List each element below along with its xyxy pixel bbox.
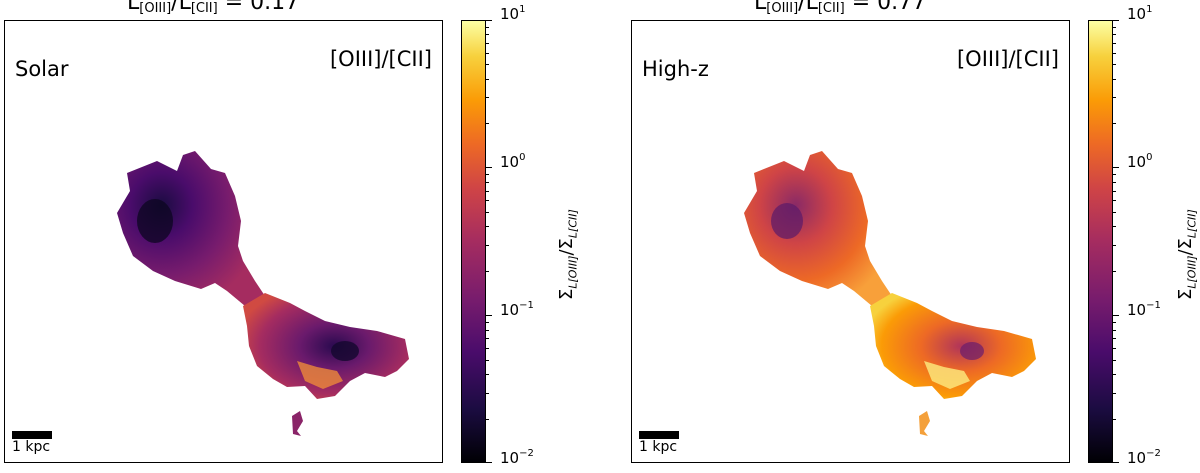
colorbar-minor-tick	[1113, 42, 1116, 44]
colorbar-minor-tick	[486, 418, 489, 420]
colorbar-minor-tick	[486, 374, 489, 376]
colorbar-minor-tick	[1113, 123, 1116, 125]
colorbar-minor-tick	[1113, 174, 1116, 176]
colorbar-tick-label: 10−2	[500, 448, 534, 467]
colorbar-minor-tick	[486, 322, 489, 324]
colorbar-tick	[486, 315, 492, 317]
colorbar-minor-tick	[486, 244, 489, 246]
colorbar-tick	[486, 20, 492, 22]
map-frame: High-z [OIII]/[CII] 1 kpc	[631, 20, 1070, 463]
panel-solar: L[OIII]/L[CII] = 0.17	[4, 0, 580, 467]
scale-bar	[12, 431, 52, 439]
colorbar-tick	[1113, 315, 1119, 317]
colorbar-minor-tick	[1113, 97, 1116, 99]
colorbar-minor-tick	[486, 200, 489, 202]
dark-core	[771, 203, 803, 239]
colorbar-label: ΣL[OIII]/ΣL[CII]	[556, 209, 580, 300]
colorbar-minor-tick	[1113, 64, 1116, 66]
colorbar-minor-tick	[486, 174, 489, 176]
colorbar-tick	[1113, 20, 1119, 22]
emission-map	[744, 151, 1036, 436]
colorbar-minor-tick	[486, 190, 489, 192]
region-lower-right	[243, 293, 409, 399]
colorbar-minor-tick	[1113, 26, 1116, 28]
emission-map	[117, 151, 409, 436]
plot-title: L[OIII]/L[CII] = 0.77	[754, 0, 927, 16]
colorbar-minor-tick	[1113, 52, 1116, 54]
colorbar-minor-tick	[1113, 212, 1116, 214]
map-frame: Solar [OIII]/[CII] 1 kpc	[4, 20, 443, 463]
colorbar-tick	[1113, 462, 1119, 464]
region-upper-left	[744, 151, 892, 306]
colorbar-minor-tick	[486, 329, 489, 331]
region-upper-left	[117, 151, 265, 306]
colorbar-minor-tick	[486, 226, 489, 228]
colorbar-tick-label: 10−1	[1127, 300, 1161, 319]
colorbar-minor-tick	[486, 123, 489, 125]
colorbar-minor-tick	[1113, 34, 1116, 36]
colorbar	[461, 20, 486, 463]
plot-title: L[OIII]/L[CII] = 0.17	[127, 0, 300, 16]
map-label: [OIII]/[CII]	[956, 47, 1059, 71]
colorbar-minor-tick	[486, 78, 489, 80]
colorbar-tick-label: 10−2	[1127, 448, 1161, 467]
dark-core	[960, 342, 984, 360]
colorbar-minor-tick	[486, 270, 489, 272]
colorbar-minor-tick	[486, 338, 489, 340]
scale-bar-label: 1 kpc	[639, 439, 678, 455]
map-label: [OIII]/[CII]	[329, 47, 432, 71]
colorbar-tick-label: 101	[500, 4, 526, 23]
colorbar-minor-tick	[1113, 348, 1116, 350]
colorbar-label: ΣL[OIII]/ΣL[CII]	[1175, 209, 1199, 300]
colorbar-minor-tick	[486, 26, 489, 28]
colorbar-minor-tick	[1113, 322, 1116, 324]
colorbar-tick	[1113, 167, 1119, 169]
colorbar-minor-tick	[486, 181, 489, 183]
scale-bar	[639, 431, 679, 439]
colorbar-minor-tick	[1113, 270, 1116, 272]
region-lower-right	[870, 293, 1036, 399]
colorbar-minor-tick	[1113, 338, 1116, 340]
colorbar-minor-tick	[486, 392, 489, 394]
colorbar-minor-tick	[1113, 374, 1116, 376]
dark-core	[137, 199, 173, 243]
colorbar-minor-tick	[486, 64, 489, 66]
colorbar-minor-tick	[1113, 190, 1116, 192]
dark-core	[331, 341, 359, 361]
model-label: High-z	[642, 57, 709, 81]
colorbar-minor-tick	[1113, 226, 1116, 228]
bright-ridge	[924, 361, 970, 389]
colorbar-tick-label: 101	[1127, 4, 1153, 23]
colorbar-minor-tick	[486, 52, 489, 54]
colorbar-minor-tick	[486, 42, 489, 44]
scale-bar-label: 1 kpc	[12, 439, 51, 455]
colorbar-minor-tick	[1113, 200, 1116, 202]
colorbar-minor-tick	[486, 359, 489, 361]
region-satellite	[919, 411, 930, 436]
colorbar-minor-tick	[1113, 181, 1116, 183]
colorbar-minor-tick	[486, 97, 489, 99]
colorbar-minor-tick	[1113, 78, 1116, 80]
model-label: Solar	[15, 57, 69, 81]
colorbar-tick	[486, 167, 492, 169]
colorbar-tick-label: 10−1	[500, 300, 534, 319]
colorbar-minor-tick	[1113, 418, 1116, 420]
colorbar-tick	[486, 462, 492, 464]
panel-high-z: L[OIII]/L[CII] = 0.77	[627, 0, 1200, 473]
region-satellite	[292, 411, 303, 436]
colorbar-minor-tick	[1113, 392, 1116, 394]
bright-ridge	[297, 361, 343, 389]
colorbar-minor-tick	[1113, 329, 1116, 331]
colorbar	[1088, 20, 1113, 463]
colorbar-minor-tick	[1113, 359, 1116, 361]
colorbar-minor-tick	[486, 348, 489, 350]
colorbar-tick-label: 100	[500, 152, 526, 171]
colorbar-minor-tick	[1113, 244, 1116, 246]
colorbar-minor-tick	[486, 212, 489, 214]
colorbar-minor-tick	[486, 34, 489, 36]
colorbar-tick-label: 100	[1127, 152, 1153, 171]
